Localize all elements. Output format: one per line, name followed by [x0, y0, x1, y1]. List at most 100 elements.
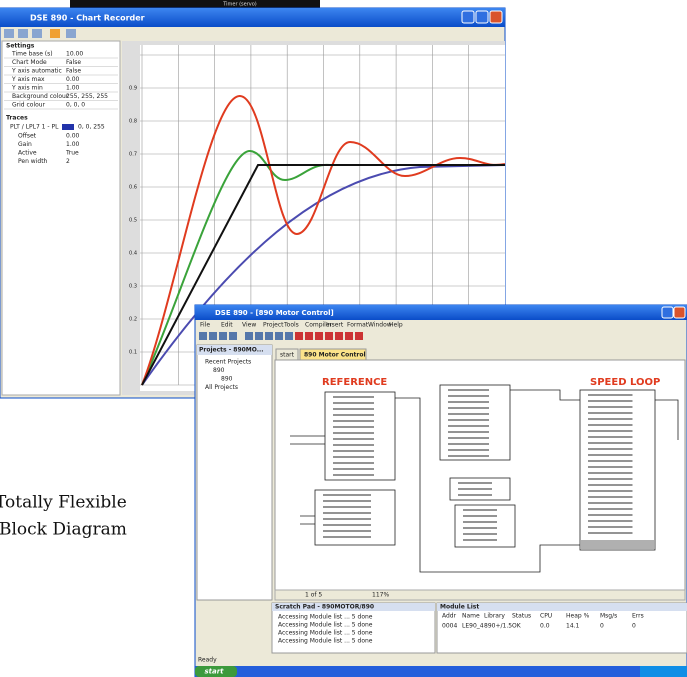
status-text: Ready	[198, 657, 217, 664]
screenshot: Timer (servo) DSE 890 - Chart Recorder S…	[0, 0, 687, 677]
toolbar-button[interactable]	[245, 332, 253, 340]
toolbar-button[interactable]	[335, 332, 343, 340]
menu-item[interactable]: Project	[263, 322, 284, 329]
section-header: Traces	[6, 115, 28, 122]
property-value: 1.00	[66, 85, 80, 92]
y-tick-label: 0.4	[129, 251, 137, 257]
column-header: Heap %	[566, 613, 590, 620]
close-button[interactable]	[674, 307, 685, 318]
log-row: Accessing Module list ... 5 done	[278, 630, 373, 637]
property-value: 10.00	[66, 51, 83, 58]
cell: 0004	[442, 623, 457, 630]
module-list-title: Module List	[440, 604, 479, 611]
column-header: Msg/s	[600, 613, 617, 620]
property-name: Offset	[18, 133, 37, 140]
cell: 0	[632, 623, 636, 630]
selected-row	[581, 540, 654, 549]
tree-item[interactable]: All Projects	[205, 384, 238, 391]
property-value: 0.00	[66, 76, 80, 83]
tab-label: start	[280, 352, 295, 359]
toolbar-button[interactable]	[295, 332, 303, 340]
property-name: Y axis automatic	[11, 68, 62, 75]
toolbar-button[interactable]	[50, 29, 60, 38]
y-tick-label: 0.3	[129, 284, 137, 290]
toolbar-button[interactable]	[4, 29, 14, 38]
cell: 0	[600, 623, 604, 630]
minimize-button[interactable]	[462, 11, 474, 23]
tree-item[interactable]: 890	[221, 376, 233, 383]
column-header: CPU	[540, 613, 552, 620]
trace-color: 0, 0, 255	[78, 124, 105, 131]
column-header: Name	[462, 613, 480, 620]
toolbar	[199, 332, 363, 340]
close-button[interactable]	[490, 11, 502, 23]
toolbar-button[interactable]	[275, 332, 283, 340]
cell: 890+/1.5	[484, 623, 512, 630]
page-indicator: 1 of 5	[305, 592, 322, 599]
property-value: 0, 0, 0	[66, 102, 85, 109]
menu-item[interactable]: Insert	[326, 322, 344, 329]
toolbar-button[interactable]	[325, 332, 333, 340]
top-bar-title: Timer (servo)	[222, 2, 257, 8]
top-bar	[70, 0, 320, 8]
toolbar-button[interactable]	[345, 332, 353, 340]
property-value: True	[65, 150, 79, 157]
cell: 14.1	[566, 623, 580, 630]
toolbar-button[interactable]	[315, 332, 323, 340]
y-tick-label: 0.1	[129, 350, 137, 356]
toolbar-button[interactable]	[355, 332, 363, 340]
property-name: Background colour	[12, 93, 69, 100]
maximize-button[interactable]	[476, 11, 488, 23]
menu-item[interactable]: Edit	[221, 322, 233, 329]
y-tick-label: 0.6	[129, 185, 137, 191]
start-label: start	[204, 668, 224, 676]
menu-item[interactable]: File	[200, 322, 210, 329]
toolbar-button[interactable]	[255, 332, 263, 340]
diagram-label: REFERENCE	[322, 377, 387, 388]
y-tick-label: 0.7	[129, 152, 137, 158]
scratch-pad-title: Scratch Pad - 890MOTOR/890	[275, 604, 374, 611]
block	[455, 505, 515, 547]
trace-swatch	[62, 124, 74, 130]
menu-item[interactable]: Format	[347, 322, 369, 329]
y-tick-label: 0.5	[129, 218, 137, 224]
log-row: Accessing Module list ... 5 done	[278, 614, 373, 621]
menu-item[interactable]: Tools	[283, 322, 299, 329]
trace-name: PLT / LPL7 1 - PL	[10, 124, 59, 131]
diagram-window: DSE 890 - [890 Motor Control] Projects -…	[195, 305, 687, 677]
tree-header: Projects - 890MO...	[199, 347, 264, 354]
toolbar-button[interactable]	[229, 332, 237, 340]
property-value: 2	[66, 158, 70, 165]
toolbar-button[interactable]	[199, 332, 207, 340]
toolbar-button[interactable]	[66, 29, 76, 38]
menu-item[interactable]: Help	[389, 322, 403, 329]
toolbar-button[interactable]	[285, 332, 293, 340]
property-name: Chart Mode	[12, 59, 47, 66]
maximize-button[interactable]	[662, 307, 673, 318]
toolbar-button[interactable]	[265, 332, 273, 340]
tree-item[interactable]: 890	[213, 367, 225, 374]
property-name: Gain	[18, 141, 32, 148]
property-name: Time base (s)	[11, 51, 53, 58]
toolbar-button[interactable]	[209, 332, 217, 340]
caption-line: Block Diagram	[0, 520, 127, 540]
toolbar-button[interactable]	[305, 332, 313, 340]
toolbar-button[interactable]	[32, 29, 42, 38]
page-bar	[275, 590, 685, 600]
property-name: Y axis min	[11, 85, 43, 92]
property-value: 0.00	[66, 133, 80, 140]
tab-label: 890 Motor Control	[304, 352, 366, 359]
tree-item[interactable]: Recent Projects	[205, 359, 251, 366]
menu-item[interactable]: View	[242, 322, 256, 329]
property-name: Y axis max	[11, 76, 45, 83]
toolbar-button[interactable]	[219, 332, 227, 340]
cell: OK	[512, 623, 522, 630]
cell: 0.0	[540, 623, 550, 630]
column-header: Status	[512, 613, 531, 620]
page: Timer (servo) DSE 890 - Chart Recorder S…	[0, 0, 687, 677]
block	[580, 390, 655, 550]
property-name: Grid colour	[12, 102, 46, 109]
log-row: Accessing Module list ... 5 done	[278, 638, 373, 645]
zoom: 117%	[372, 592, 389, 599]
toolbar-button[interactable]	[18, 29, 28, 38]
